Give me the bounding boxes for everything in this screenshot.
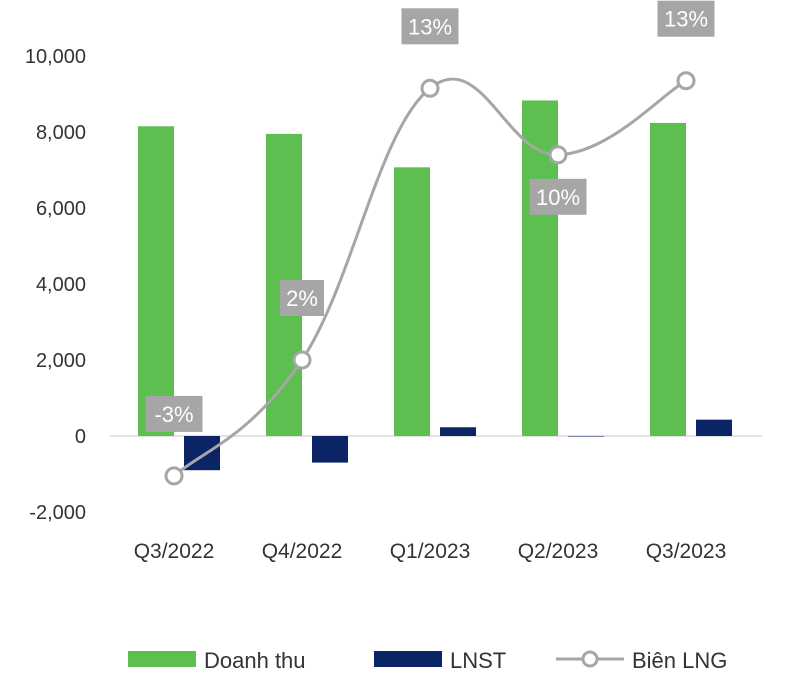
bar-lnst bbox=[312, 436, 348, 463]
y-tick-label: 0 bbox=[75, 426, 86, 448]
data-label: -3% bbox=[154, 402, 193, 427]
legend-swatch-lnst bbox=[374, 651, 442, 667]
line-point bbox=[420, 78, 440, 98]
legend: Doanh thu LNST Biên LNG bbox=[128, 648, 727, 673]
line-point bbox=[548, 145, 568, 165]
bar-lnst bbox=[696, 419, 732, 436]
x-tick-label: Q2/2023 bbox=[518, 540, 599, 563]
data-label-box bbox=[657, 0, 715, 37]
y-axis: 10,000 8,000 6,000 4,000 2,000 0 -2,000 bbox=[25, 46, 86, 524]
legend-label-bien-lng: Biên LNG bbox=[632, 648, 727, 673]
data-label: 10% bbox=[536, 185, 580, 210]
y-tick-label: 8,000 bbox=[36, 122, 86, 144]
legend-label-doanh-thu: Doanh thu bbox=[204, 648, 306, 673]
x-tick-label: Q3/2023 bbox=[646, 540, 727, 563]
data-label: 2% bbox=[286, 286, 318, 311]
bar-doanh-thu bbox=[394, 167, 430, 436]
legend-label-lnst: LNST bbox=[450, 648, 506, 673]
x-tick-label: Q1/2023 bbox=[390, 540, 471, 563]
x-tick-label: Q4/2022 bbox=[262, 540, 343, 563]
line-point bbox=[164, 466, 184, 486]
bar-doanh-thu bbox=[138, 126, 174, 437]
bar-lnst bbox=[440, 427, 476, 436]
x-tick-label: Q3/2022 bbox=[134, 540, 215, 563]
bar-lnst bbox=[568, 436, 604, 437]
data-label-box bbox=[280, 280, 324, 316]
data-label: 13% bbox=[408, 14, 452, 39]
y-tick-label: 2,000 bbox=[36, 350, 86, 372]
line-point bbox=[292, 350, 312, 370]
y-tick-label: 10,000 bbox=[25, 46, 86, 68]
legend-marker-bien-lng bbox=[581, 650, 599, 668]
data-label-box bbox=[145, 395, 203, 432]
y-tick-label: -2,000 bbox=[29, 502, 86, 524]
line-series: -3% 2% 13% 10% 13% bbox=[145, 0, 715, 486]
legend-swatch-doanh-thu bbox=[128, 651, 196, 667]
data-label-box bbox=[401, 8, 459, 45]
data-label: 13% bbox=[664, 7, 708, 32]
line-point bbox=[676, 71, 696, 91]
y-tick-label: 4,000 bbox=[36, 274, 86, 296]
bar-series bbox=[138, 100, 732, 471]
bar-doanh-thu bbox=[650, 122, 686, 436]
y-tick-label: 6,000 bbox=[36, 198, 86, 220]
x-axis: Q3/2022 Q4/2022 Q1/2023 Q2/2023 Q3/2023 bbox=[134, 540, 727, 563]
data-label-box bbox=[529, 178, 587, 215]
